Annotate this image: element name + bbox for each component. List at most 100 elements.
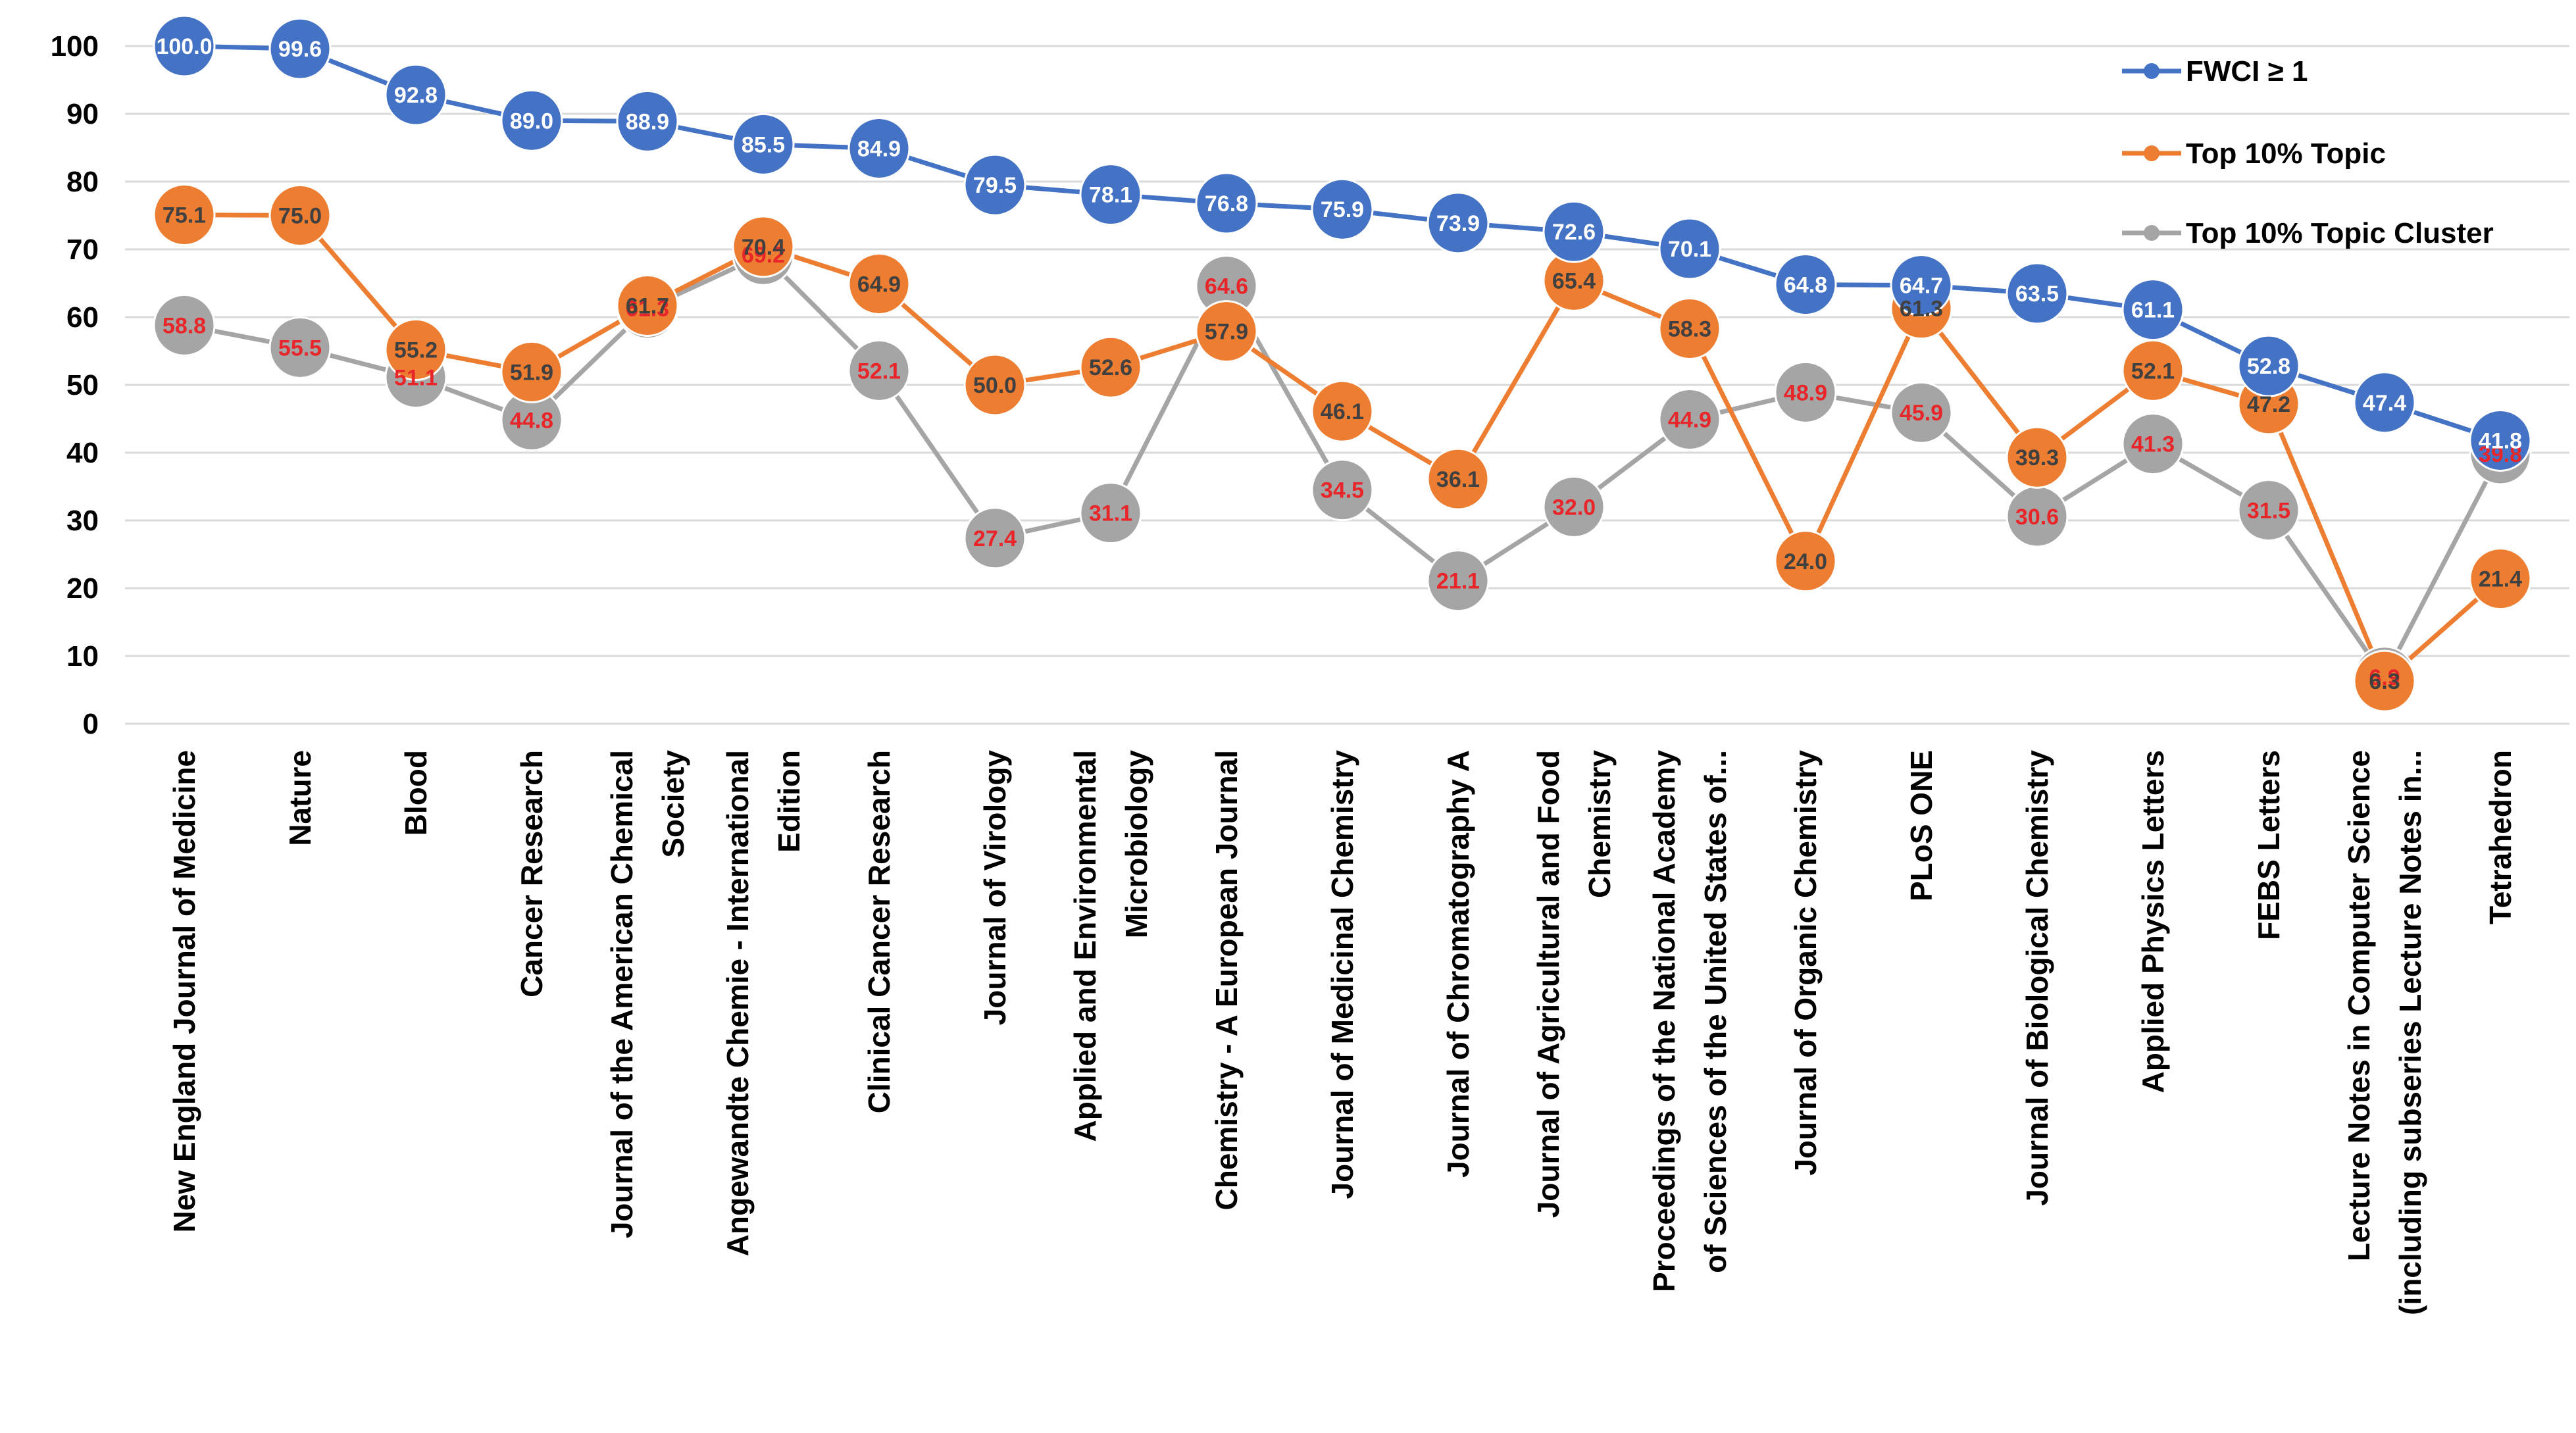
series-0-point (616, 89, 679, 153)
series-1-data-label: 55.2 (394, 338, 438, 363)
x-category-label: FEBS Letters (2252, 750, 2286, 940)
series-0-point (2237, 334, 2300, 397)
y-tick-label-30: 30 (66, 505, 99, 537)
legend-label: Top 10% Topic (2186, 138, 2386, 170)
series-0-data-label: 63.5 (2015, 282, 2059, 307)
x-category-label: Chemistry - A European Journal (1209, 750, 1244, 1211)
series-0-data-label: 41.8 (2479, 428, 2522, 453)
series-2-point (153, 293, 216, 357)
series-0-data-label: 79.5 (973, 173, 1017, 198)
series-1-point (1427, 447, 1490, 511)
x-category-label: Journal of Agricultural and Food Chemistr… (1531, 750, 1617, 1219)
series-0-point (500, 89, 563, 152)
x-category-label: New England Journal of Medicine (167, 750, 201, 1233)
series-0-data-label: 76.8 (1205, 191, 1248, 216)
series-0-point (1195, 172, 1258, 235)
legend-marker (2144, 225, 2159, 241)
series-2-data-label: 31.5 (2247, 499, 2290, 524)
series-1-data-label: 61.3 (1900, 297, 1943, 322)
series-0-data-label: 85.5 (742, 132, 785, 157)
y-tick-label-40: 40 (66, 437, 99, 469)
y-tick-label-0: 0 (83, 708, 99, 740)
series-0-data-label: 70.1 (1668, 237, 1711, 262)
x-category-label: Clinical Cancer Research (862, 750, 896, 1113)
x-category-line: Journal of the American Chemical (605, 750, 639, 1238)
x-category-line: Journal of Chromatography A (1441, 750, 1475, 1178)
series-2-point (963, 507, 1026, 570)
x-category-line: Cancer Research (515, 750, 549, 997)
x-category-line: Blood (399, 750, 433, 836)
y-tick-label-20: 20 (66, 572, 99, 605)
series-2-data-label: 32.0 (1552, 495, 1596, 520)
series-0-data-label: 73.9 (1436, 211, 1480, 236)
y-tick-label-100: 100 (51, 30, 99, 63)
x-category-label: Journal of Chromatography A (1441, 750, 1475, 1178)
series-0-data-label: 64.8 (1784, 273, 1827, 298)
x-category-line: Chemistry - A European Journal (1209, 750, 1244, 1211)
series-0-data-label: 72.6 (1552, 220, 1596, 245)
x-category-label: Journal of Virology (978, 750, 1012, 1026)
series-2-point (1542, 475, 1605, 538)
series-1-point (1079, 336, 1142, 399)
series-1-data-label: 50.0 (973, 373, 1017, 398)
series-0-data-label: 89.0 (510, 109, 553, 134)
series-2-data-label: 48.9 (1784, 380, 1827, 405)
series-1-data-label: 70.4 (742, 235, 785, 260)
series-2-point (1079, 482, 1142, 545)
x-category-line: Applied and Environmental (1068, 750, 1102, 1142)
series-2-data-label: 39.8 (2479, 442, 2522, 467)
x-category-label: PLoS ONE (1904, 750, 1938, 901)
series-0-point (153, 14, 216, 78)
series-0-point (963, 153, 1026, 216)
series-1-point (616, 274, 679, 337)
series-0-point (2469, 409, 2532, 472)
legend-label: FWCI ≥ 1 (2186, 55, 2308, 88)
x-category-label: Nature (283, 750, 317, 846)
series-1-data-label: 64.9 (857, 272, 901, 297)
series-0-point (384, 63, 447, 126)
series-1-data-label: 75.1 (163, 203, 206, 228)
y-axis-ticks: 0 10 20 30 40 50 60 70 80 90 100 (51, 30, 99, 740)
series-2-data-label: 34.5 (1321, 478, 1364, 503)
series-0-point (1311, 178, 1374, 241)
x-category-line: Journal of Virology (978, 750, 1012, 1026)
series-0-point (1890, 254, 1953, 317)
series-1-data-label: 65.4 (1552, 268, 1596, 293)
series-2-point (1774, 361, 1837, 424)
series-1-point (2006, 426, 2069, 489)
series-0-data-label: 61.1 (2131, 298, 2175, 323)
x-category-label: Applied and Environmental Microbiology (1068, 750, 1153, 1142)
series-0-data-label: 84.9 (857, 137, 901, 162)
x-category-line: Clinical Cancer Research (862, 750, 896, 1113)
series-2-point (268, 316, 332, 379)
series-1-data-label: 39.3 (2015, 445, 2059, 470)
x-category-label: Journal of the American Chemical Society (605, 750, 690, 1239)
x-category-line: Journal of Biological Chemistry (2020, 750, 2054, 1206)
legend-label: Top 10% Topic Cluster (2186, 217, 2494, 249)
x-category-line: of Sciences of the United States of... (1698, 750, 1732, 1273)
x-category-line: Journal of Medicinal Chemistry (1325, 750, 1359, 1199)
x-category-line: New England Journal of Medicine (167, 750, 201, 1233)
series-0-data-label: 47.4 (2363, 391, 2406, 416)
series-2-data-label: 61.3 (626, 297, 669, 322)
x-category-line: Microbiology (1119, 750, 1153, 939)
series-1-data-label: 46.1 (1321, 399, 1364, 424)
y-tick-label-70: 70 (66, 234, 99, 266)
series-0-data-label: 78.1 (1089, 183, 1132, 208)
series-0-data-label: 100.0 (156, 34, 212, 59)
series-0-data-label: 64.7 (1900, 274, 1943, 299)
series-1-point (1311, 380, 1374, 443)
x-category-line: Proceedings of the National Academy (1647, 750, 1681, 1292)
series-2-data-label: 51.1 (394, 366, 438, 391)
x-category-line: Society (656, 750, 690, 858)
series-1-point (384, 318, 447, 381)
series-2-data-label: 41.3 (2131, 432, 2175, 457)
series-2-data-label: 45.9 (1900, 401, 1943, 426)
series-2-point (1890, 381, 1953, 444)
series-1-data-label: 51.9 (510, 360, 553, 385)
x-category-line: Edition (772, 750, 806, 853)
series-0-point (1427, 191, 1490, 255)
legend-item-0: FWCI ≥ 1 (2122, 55, 2308, 88)
series-0-data-label: 75.9 (1321, 197, 1364, 222)
series-2-data-label: 30.6 (2015, 505, 2059, 530)
